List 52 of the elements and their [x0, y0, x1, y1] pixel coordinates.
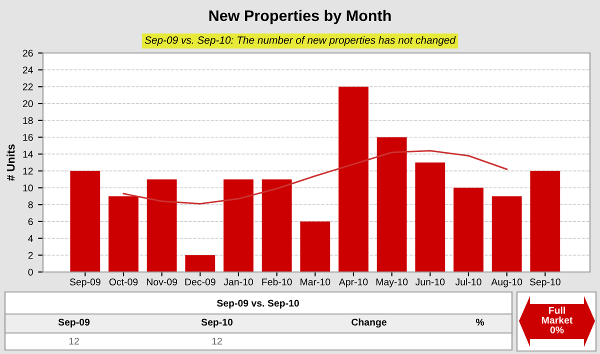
- x-tick-label: Jan-10: [224, 278, 253, 286]
- y-axis-title: # Units: [6, 144, 15, 181]
- x-tick-label: Jul-10: [455, 278, 482, 286]
- y-tick-label: 26: [22, 50, 33, 57]
- text: 12: [212, 338, 222, 345]
- bar: [224, 179, 254, 272]
- bar: [338, 86, 368, 272]
- bar: [530, 170, 560, 272]
- bar: [262, 179, 292, 272]
- x-tick-label: Sep-09: [70, 278, 100, 288]
- bar: [108, 196, 138, 272]
- bar: [415, 162, 446, 272]
- x-tick-label: Feb-10: [262, 278, 292, 286]
- bar: [185, 255, 216, 272]
- text: Sep-09: [58, 318, 90, 328]
- text: 12: [69, 338, 79, 345]
- line-series: [122, 150, 508, 205]
- y-tick-label: 8: [28, 201, 33, 208]
- x-tick-label: Jun-10: [415, 278, 445, 286]
- bar: [146, 179, 177, 272]
- y-tick-label: 18: [23, 117, 33, 124]
- text: Change: [352, 318, 386, 328]
- x-tick-label: May-10: [376, 278, 408, 288]
- bar: [70, 170, 100, 272]
- y-tick-label: 10: [23, 184, 33, 192]
- text: Sep-09 vs. Sep-10: [216, 300, 299, 309]
- x-tick-label: Aug-10: [491, 278, 522, 288]
- chart-title: New Properties by Month: [209, 10, 391, 24]
- bar: [376, 137, 407, 272]
- bar: [454, 188, 484, 272]
- x-tick-label: Dec-09: [185, 278, 216, 286]
- y-tick-label: 0: [28, 268, 33, 276]
- y-tick-label: 20: [22, 100, 33, 108]
- y-tick-label: 14: [23, 150, 33, 158]
- y-tick-label: 12: [23, 168, 33, 174]
- x-tick-label: Apr-10: [338, 278, 368, 288]
- text: Sep-10: [201, 318, 233, 328]
- bar: [492, 196, 522, 272]
- y-tick-label: 24: [22, 66, 33, 74]
- y-tick-label: 22: [22, 83, 33, 90]
- chart-subtitle: Sep-09 vs. Sep-10: The number of new properties has not changed: [144, 36, 456, 46]
- text: %: [476, 318, 484, 326]
- y-tick-label: 16: [23, 134, 33, 141]
- text: Full Market 0%: [542, 306, 573, 334]
- x-tick-label: Oct-09: [109, 278, 138, 286]
- x-tick-label: Nov-09: [146, 278, 178, 286]
- y-tick-label: 2: [28, 252, 33, 259]
- x-tick-label: Sep-10: [530, 278, 560, 288]
- y-tick-label: 6: [28, 218, 33, 226]
- y-tick-label: 4: [28, 235, 33, 242]
- x-tick-label: Mar-10: [300, 278, 330, 286]
- bar: [300, 221, 330, 272]
